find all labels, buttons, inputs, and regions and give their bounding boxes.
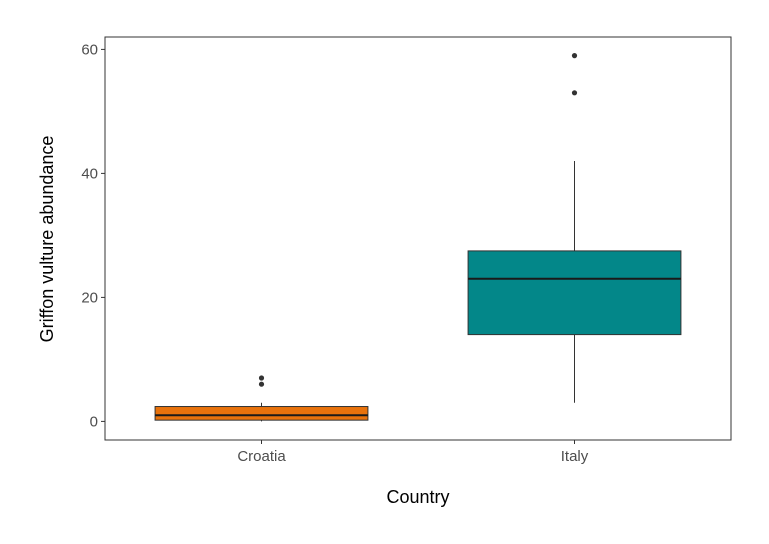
plot-panel: [104, 36, 732, 441]
outlier-point: [571, 53, 578, 59]
boxes-layer: [154, 53, 682, 422]
y-axis: 0 20 40 60: [81, 41, 105, 430]
outlier-point: [571, 90, 578, 96]
iqr-box: [154, 406, 369, 421]
x-tick-label: Croatia: [237, 448, 286, 465]
outlier-point: [258, 381, 265, 387]
x-axis-title: Country: [386, 487, 449, 507]
box-italy: [467, 53, 682, 403]
y-tick-label: 20: [81, 289, 98, 306]
box-croatia: [154, 375, 369, 422]
iqr-box: [467, 250, 682, 336]
x-axis: Croatia Italy: [237, 440, 589, 465]
y-tick-label: 40: [81, 165, 98, 182]
outlier-point: [258, 375, 265, 381]
y-tick-label: 0: [90, 413, 98, 430]
y-tick-label: 60: [81, 41, 98, 58]
y-axis-title: Griffon vulture abundance: [37, 136, 57, 343]
x-tick-label: Italy: [561, 448, 589, 465]
